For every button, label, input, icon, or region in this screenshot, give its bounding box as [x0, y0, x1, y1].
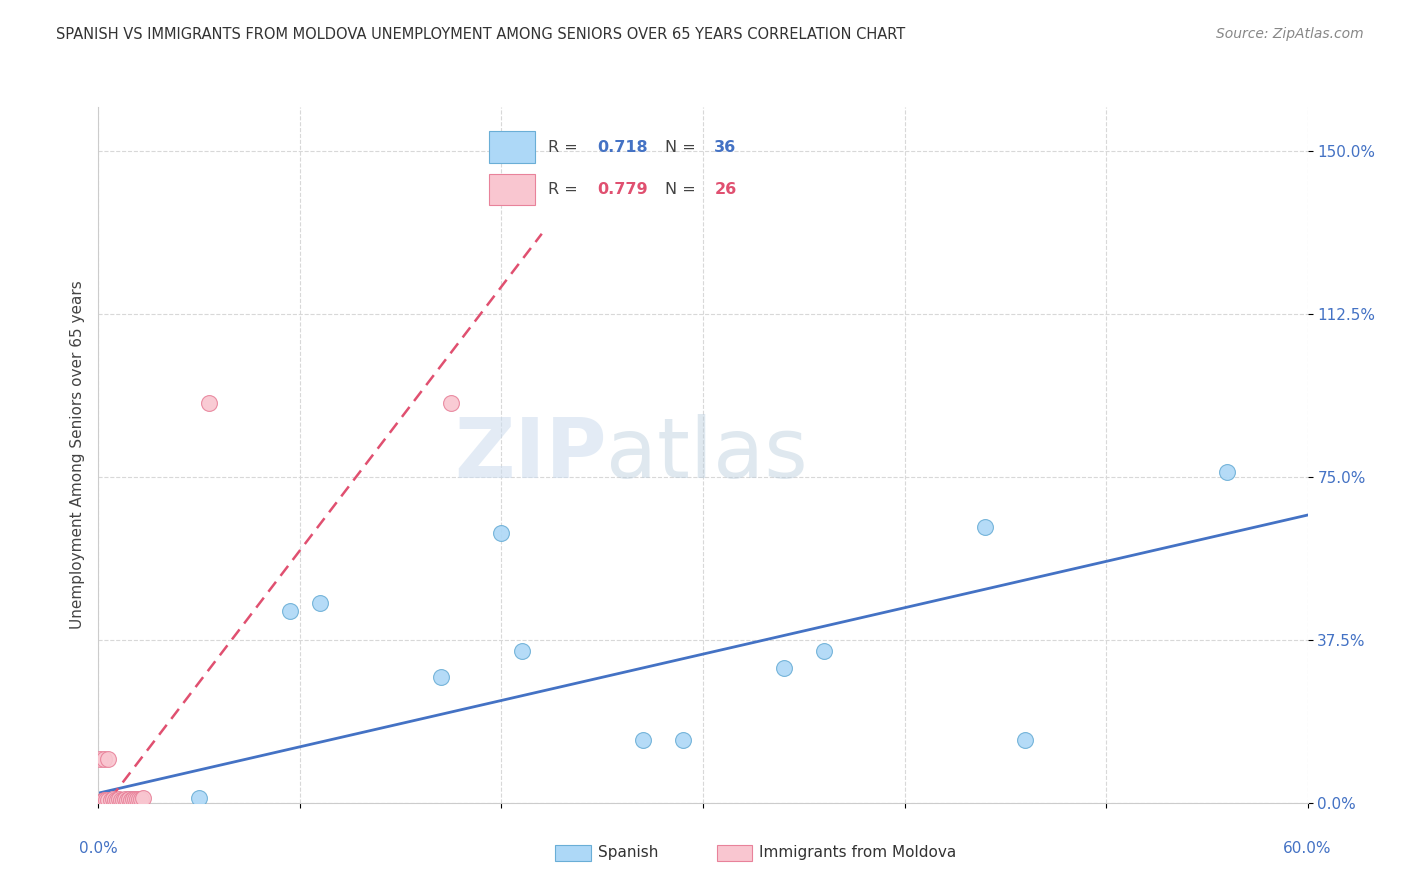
Point	[1216, 466, 1239, 480]
Point	[105, 794, 128, 808]
Point	[91, 794, 114, 808]
Point	[101, 792, 124, 806]
Point	[278, 605, 301, 619]
Point	[97, 794, 120, 808]
Point	[120, 792, 142, 806]
Point	[103, 793, 125, 807]
Point	[813, 643, 835, 657]
Point	[121, 792, 143, 806]
Point	[107, 792, 129, 806]
Point	[309, 596, 332, 610]
Point	[491, 526, 513, 541]
Point	[89, 752, 111, 766]
Text: 0.0%: 0.0%	[79, 841, 118, 856]
Point	[89, 795, 111, 809]
Point	[103, 794, 125, 808]
Point	[93, 794, 115, 808]
Point	[105, 793, 128, 807]
Text: Immigrants from Moldova: Immigrants from Moldova	[759, 846, 956, 860]
Text: Source: ZipAtlas.com: Source: ZipAtlas.com	[1216, 27, 1364, 41]
Point	[111, 793, 134, 807]
Y-axis label: Unemployment Among Seniors over 65 years: Unemployment Among Seniors over 65 years	[69, 281, 84, 629]
Point	[114, 792, 136, 806]
Point	[128, 792, 150, 806]
Point	[440, 396, 463, 410]
Point	[510, 643, 533, 657]
Point	[114, 793, 136, 807]
Point	[100, 794, 122, 808]
Text: SPANISH VS IMMIGRANTS FROM MOLDOVA UNEMPLOYMENT AMONG SENIORS OVER 65 YEARS CORR: SPANISH VS IMMIGRANTS FROM MOLDOVA UNEMP…	[56, 27, 905, 42]
Point	[188, 791, 211, 805]
Text: atlas: atlas	[606, 415, 808, 495]
Point	[672, 732, 695, 747]
Point	[93, 752, 115, 766]
Point	[1014, 732, 1036, 747]
Point	[124, 792, 146, 806]
Point	[96, 794, 118, 808]
Point	[100, 793, 122, 807]
Point	[91, 795, 114, 809]
Point	[100, 794, 122, 808]
Point	[125, 792, 148, 806]
Point	[115, 793, 138, 807]
Point	[93, 793, 115, 807]
Point	[198, 396, 221, 410]
Text: 60.0%: 60.0%	[1284, 841, 1331, 856]
Point	[974, 519, 997, 533]
Point	[110, 793, 132, 807]
Point	[115, 793, 138, 807]
Point	[107, 793, 129, 807]
Point	[91, 795, 114, 809]
Point	[118, 792, 141, 806]
Point	[97, 752, 120, 766]
Point	[772, 661, 794, 675]
Point	[93, 795, 115, 809]
Point	[110, 793, 132, 807]
Point	[631, 732, 654, 747]
Point	[96, 795, 118, 809]
Point	[120, 793, 142, 807]
Point	[118, 792, 141, 806]
Text: ZIP: ZIP	[454, 415, 606, 495]
Point	[101, 794, 124, 808]
Point	[103, 793, 125, 807]
Point	[97, 795, 120, 809]
Point	[111, 794, 134, 808]
Text: Spanish: Spanish	[598, 846, 658, 860]
Point	[97, 793, 120, 807]
Point	[132, 791, 155, 805]
Point	[430, 670, 453, 684]
Point	[129, 792, 152, 806]
Point	[96, 793, 118, 807]
Point	[101, 793, 124, 807]
